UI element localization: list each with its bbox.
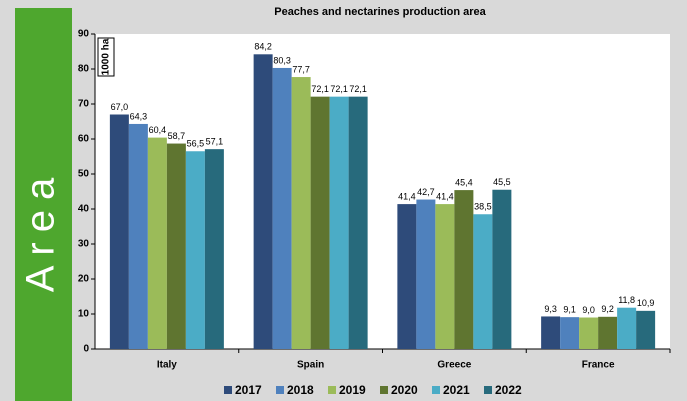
bar [435, 204, 455, 349]
legend-swatch [224, 386, 232, 394]
bar [272, 67, 292, 349]
value-label: 77,7 [292, 64, 310, 74]
value-label: 42,7 [417, 187, 435, 197]
value-label: 45,4 [455, 177, 473, 187]
legend-label: 2020 [391, 383, 418, 397]
value-label: 72,1 [349, 84, 367, 94]
legend-swatch [328, 386, 336, 394]
x-tick-label: Spain [297, 360, 324, 371]
y-tick-label: 10 [78, 309, 90, 320]
value-label: 80,3 [273, 55, 291, 65]
y-tick-label: 60 [78, 134, 90, 145]
value-label: 72,1 [330, 84, 348, 94]
bar [253, 54, 273, 350]
bar [579, 317, 599, 349]
bar [166, 143, 186, 349]
legend-swatch [432, 386, 440, 394]
value-label: 9,2 [601, 304, 614, 314]
legend-swatch [380, 386, 388, 394]
bar [617, 307, 637, 349]
value-label: 45,5 [493, 177, 511, 187]
x-tick-label: Italy [157, 360, 177, 371]
y-tick-label: 70 [78, 99, 90, 110]
unit-label: 1000 ha [101, 38, 112, 75]
bar [397, 204, 417, 349]
value-label: 67,0 [111, 102, 129, 112]
value-label: 64,3 [130, 111, 148, 121]
value-label: 11,8 [618, 295, 635, 305]
value-label: 57,1 [206, 137, 224, 147]
legend-swatch [484, 386, 492, 394]
bar [454, 190, 474, 349]
bar [147, 137, 167, 349]
value-label: 41,4 [398, 191, 416, 201]
bar [291, 77, 311, 350]
bar [109, 114, 129, 349]
value-label: 84,2 [254, 42, 272, 52]
bar [541, 316, 561, 349]
legend-label: 2022 [495, 383, 522, 397]
chart-title: Peaches and nectarines production area [274, 6, 486, 18]
y-tick-label: 40 [78, 204, 90, 215]
value-label: 38,5 [474, 202, 492, 212]
bar [473, 214, 493, 349]
value-label: 9,3 [544, 304, 557, 314]
bar [310, 96, 330, 350]
legend-label: 2018 [287, 383, 314, 397]
value-label: 58,7 [168, 131, 186, 141]
y-tick-label: 50 [78, 169, 90, 180]
value-label: 41,4 [436, 191, 454, 201]
value-label: 60,4 [149, 125, 167, 135]
bar [204, 149, 224, 349]
y-tick-label: 90 [78, 29, 90, 40]
x-tick-label: France [582, 360, 615, 371]
value-label: 9,0 [582, 305, 595, 315]
y-tick-label: 80 [78, 64, 90, 75]
legend-label: 2021 [443, 383, 470, 397]
bar [416, 199, 436, 349]
legend-label: 2019 [339, 383, 366, 397]
bar [560, 317, 580, 349]
legend-swatch [276, 386, 284, 394]
x-tick-label: Greece [437, 360, 471, 371]
value-label: 9,1 [563, 305, 576, 315]
y-tick-label: 30 [78, 239, 90, 250]
bar [185, 151, 205, 349]
value-label: 56,5 [187, 139, 205, 149]
bar [492, 189, 512, 349]
bar [128, 123, 148, 349]
value-label: 10,9 [637, 298, 655, 308]
sidebar [15, 8, 72, 401]
bar [329, 96, 349, 350]
bar [348, 96, 368, 350]
bar [598, 316, 618, 349]
y-tick-label: 0 [83, 344, 89, 355]
y-tick-label: 20 [78, 274, 90, 285]
unit-box [97, 37, 115, 77]
legend-label: 2017 [235, 383, 262, 397]
bar [636, 310, 656, 349]
sidebar-label: Area [19, 168, 63, 293]
value-label: 72,1 [311, 84, 329, 94]
